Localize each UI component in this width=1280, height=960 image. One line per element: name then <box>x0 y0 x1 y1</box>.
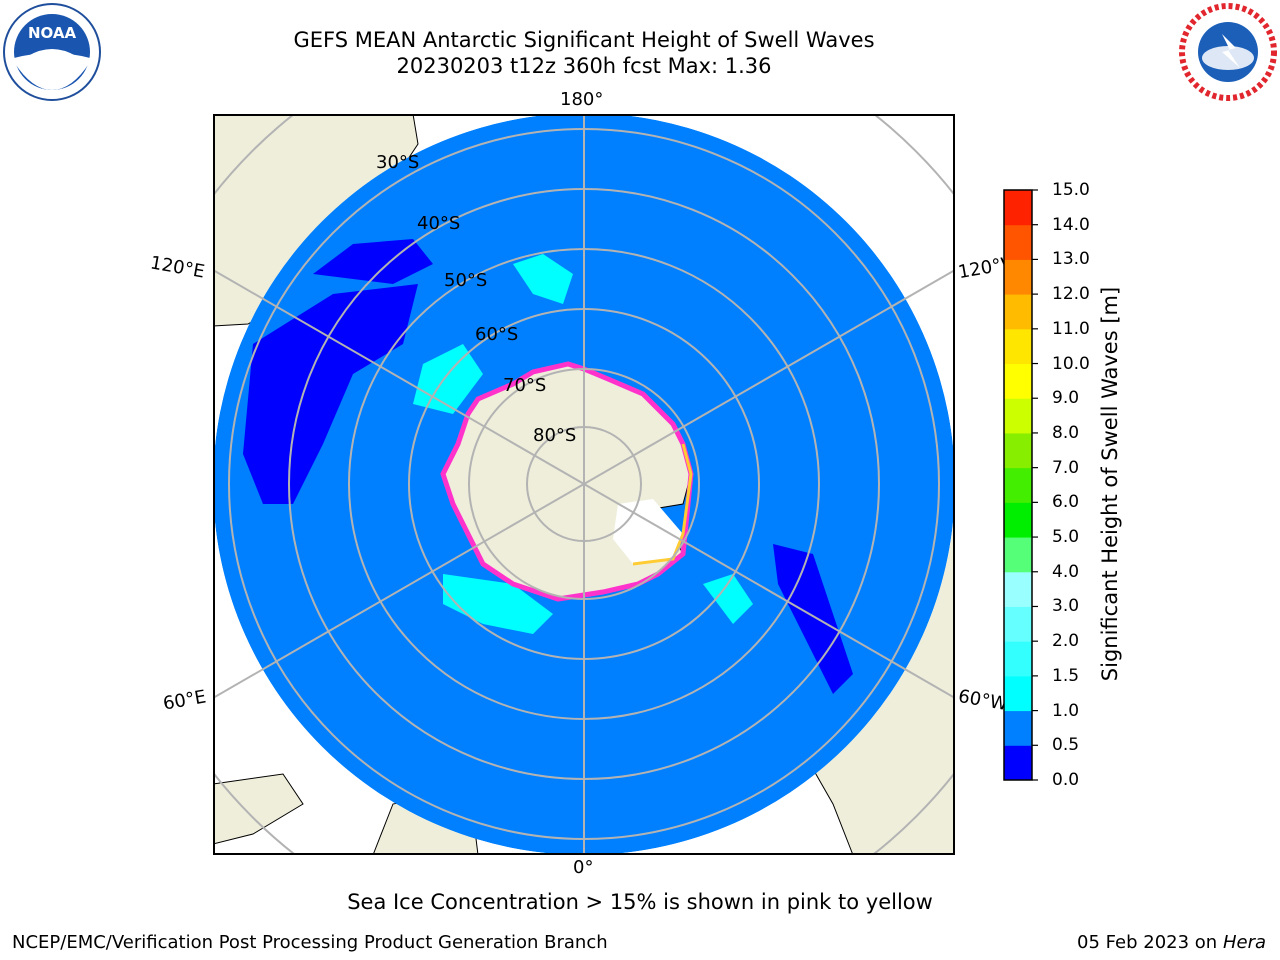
colorbar-segment <box>1004 641 1032 677</box>
colorbar-segment <box>1004 398 1032 434</box>
colorbar-tick-label: 0.0 <box>1052 770 1080 790</box>
colorbar-tick-label: 15.0 <box>1052 180 1090 200</box>
map-border <box>213 114 955 855</box>
colorbar-segment <box>1004 328 1032 365</box>
colorbar-tick-label: 0.5 <box>1052 735 1080 756</box>
colorbar-tick-label: 1.5 <box>1052 665 1080 686</box>
colorbar-tick-label: 8.0 <box>1052 422 1080 443</box>
colorbar-segment <box>1004 190 1032 226</box>
colorbar-segment <box>1004 571 1032 607</box>
lat-label-50s: 50°S <box>444 270 487 291</box>
colorbar-label: Significant Height of Swell Waves [m] <box>1098 286 1122 682</box>
colorbar-tick-label: 2.0 <box>1052 631 1080 652</box>
colorbar-tick-label: 4.0 <box>1052 561 1080 582</box>
colorbar-tick-label: 9.0 <box>1052 388 1080 409</box>
svg-text:NOAA: NOAA <box>28 24 77 42</box>
lat-label-40s: 40°S <box>417 213 460 234</box>
date-text: 05 Feb 2023 on <box>1077 932 1218 953</box>
lat-label-80s: 80°S <box>533 425 576 446</box>
colorbar-tick-label: 1.0 <box>1052 700 1080 721</box>
colorbar-segment <box>1004 432 1032 469</box>
colorbar-segment <box>1004 363 1032 399</box>
lon-label-60e: 60°E <box>161 686 208 715</box>
colorbar <box>1003 189 1038 781</box>
grid <box>213 114 955 855</box>
polar-map: 30°S 40°S 50°S 60°S 70°S 80°S <box>213 114 955 855</box>
sea-ice-note: Sea Ice Concentration > 15% is shown in … <box>347 890 933 914</box>
noaa-logo: NOAA <box>3 3 101 101</box>
colorbar-frame <box>1003 189 1033 781</box>
credit-text: NCEP/EMC/Verification Post Processing Pr… <box>12 932 608 953</box>
colorbar-tick-label: 6.0 <box>1052 492 1080 513</box>
colorbar-segment <box>1004 675 1032 712</box>
sea-ice <box>440 361 694 602</box>
colorbar-tick-label: 10.0 <box>1052 353 1090 374</box>
machine-name: Hera <box>1222 932 1266 953</box>
lon-label-120e: 120°E <box>148 252 207 283</box>
colorbar-segment <box>1004 467 1032 503</box>
colorbar-segment <box>1004 502 1032 538</box>
colorbar-segment <box>1004 259 1032 295</box>
colorbar-segment <box>1004 710 1032 746</box>
lon-label-0: 0° <box>573 857 594 878</box>
colorbar-segment <box>1004 224 1032 260</box>
colorbar-segment <box>1004 745 1032 781</box>
colorbar-tick-label: 5.0 <box>1052 527 1080 548</box>
colorbar-tick-label: 3.0 <box>1052 596 1080 617</box>
colorbar-segment <box>1004 606 1032 642</box>
lat-label-60s: 60°S <box>475 324 518 345</box>
nws-logo <box>1179 3 1277 101</box>
lat-label-30s: 30°S <box>376 152 419 173</box>
colorbar-tick-label: 14.0 <box>1052 214 1090 235</box>
colorbar-tick-label: 7.0 <box>1052 457 1080 478</box>
colorbar-segment <box>1004 294 1032 330</box>
colorbar-tick-label: 12.0 <box>1052 284 1090 305</box>
map-title: GEFS MEAN Antarctic Significant Height o… <box>293 28 875 52</box>
colorbar-tick-label: 11.0 <box>1052 318 1090 339</box>
lat-label-70s: 70°S <box>503 375 546 396</box>
colorbar-segment <box>1004 537 1032 573</box>
date-stamp: 05 Feb 2023 on Hera <box>1077 932 1266 953</box>
map-subtitle: 20230203 t12z 360h fcst Max: 1.36 <box>396 54 772 78</box>
colorbar-tick-label: 13.0 <box>1052 249 1090 270</box>
lon-label-180: 180° <box>560 89 604 110</box>
lat-labels: 30°S 40°S 50°S 60°S 70°S 80°S <box>376 152 576 446</box>
